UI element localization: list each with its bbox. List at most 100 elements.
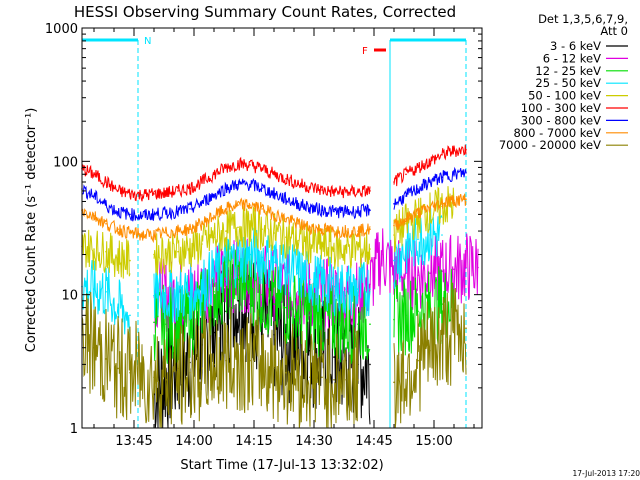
data-point bbox=[153, 253, 155, 256]
data-point bbox=[357, 230, 359, 232]
data-point bbox=[369, 190, 371, 192]
timestamp-footer: 17-Jul-2013 17:20 bbox=[572, 469, 640, 478]
night-bars: NF bbox=[82, 36, 466, 57]
data-point bbox=[201, 243, 203, 245]
data-point bbox=[369, 283, 371, 285]
legend-entry: 7000 - 20000 keV bbox=[499, 138, 601, 152]
data-point bbox=[273, 173, 275, 176]
data-point bbox=[333, 285, 335, 288]
data-point bbox=[477, 266, 479, 269]
data-point bbox=[285, 218, 287, 220]
data-point bbox=[93, 173, 95, 176]
y-axis-label: Corrected Count Rate (s⁻¹ detector⁻¹) bbox=[24, 108, 39, 353]
data-point bbox=[177, 210, 179, 213]
x-tick-label: 14:45 bbox=[355, 434, 392, 449]
series-100-300-kev bbox=[81, 144, 467, 202]
data-point bbox=[213, 274, 215, 277]
night-label: N bbox=[144, 36, 151, 47]
data-point bbox=[429, 272, 431, 275]
data-point bbox=[201, 306, 203, 309]
data-point bbox=[105, 181, 107, 183]
data-point bbox=[105, 358, 107, 360]
data-point bbox=[249, 283, 251, 285]
data-point bbox=[285, 266, 287, 269]
data-point bbox=[105, 204, 107, 206]
data-point bbox=[141, 194, 143, 196]
data-point bbox=[93, 288, 95, 290]
series-line bbox=[153, 206, 371, 276]
data-point bbox=[225, 187, 227, 189]
data-point bbox=[345, 191, 347, 193]
series-line bbox=[81, 177, 371, 222]
data-point bbox=[453, 173, 455, 176]
x-tick-label: 15:00 bbox=[415, 434, 452, 449]
data-point bbox=[261, 363, 263, 366]
data-point bbox=[417, 238, 419, 241]
data-point bbox=[117, 367, 119, 370]
series-layer bbox=[81, 144, 479, 429]
data-point bbox=[321, 228, 323, 230]
legend-header: Att 0 bbox=[600, 24, 628, 38]
data-point bbox=[225, 166, 227, 169]
data-point bbox=[141, 374, 143, 376]
series-line bbox=[81, 291, 359, 429]
data-point bbox=[129, 371, 131, 374]
data-point bbox=[309, 278, 311, 281]
legend-entry: 100 - 300 keV bbox=[521, 101, 601, 115]
data-point bbox=[357, 323, 359, 326]
data-point bbox=[165, 323, 167, 326]
data-point bbox=[369, 363, 371, 366]
data-point bbox=[153, 295, 155, 297]
legend-header: Det 1,3,5,6,7,9, bbox=[538, 12, 628, 26]
data-point bbox=[105, 223, 107, 225]
data-point bbox=[117, 228, 119, 230]
legend-entry: 25 - 50 keV bbox=[535, 76, 601, 90]
data-point bbox=[105, 291, 107, 293]
data-point bbox=[285, 236, 287, 238]
data-point bbox=[417, 166, 419, 169]
data-point bbox=[93, 215, 95, 217]
data-point bbox=[273, 232, 275, 234]
data-point bbox=[273, 261, 275, 264]
data-point bbox=[273, 367, 275, 370]
data-point bbox=[441, 201, 443, 204]
data-point bbox=[141, 234, 143, 236]
data-point bbox=[381, 253, 383, 256]
data-point bbox=[213, 236, 215, 238]
data-point bbox=[249, 204, 251, 206]
data-point bbox=[105, 250, 107, 253]
data-point bbox=[249, 226, 251, 229]
data-point bbox=[165, 192, 167, 194]
data-point bbox=[165, 212, 167, 214]
data-point bbox=[213, 173, 215, 176]
data-point bbox=[153, 193, 155, 195]
data-point bbox=[177, 376, 179, 379]
data-point bbox=[429, 160, 431, 163]
data-point bbox=[405, 371, 407, 374]
data-point bbox=[321, 189, 323, 191]
data-point bbox=[189, 291, 191, 293]
data-point bbox=[345, 379, 347, 381]
data-point bbox=[405, 223, 407, 225]
x-tick-label: 14:30 bbox=[295, 434, 332, 449]
data-point bbox=[309, 226, 311, 229]
y-tick-label: 10 bbox=[61, 289, 78, 304]
data-point bbox=[453, 199, 455, 202]
data-point bbox=[369, 209, 371, 211]
data-point bbox=[441, 340, 443, 342]
data-point bbox=[333, 230, 335, 232]
data-point bbox=[357, 248, 359, 250]
data-point bbox=[177, 323, 179, 326]
data-point bbox=[453, 331, 455, 334]
data-point bbox=[465, 327, 467, 330]
data-point bbox=[441, 303, 443, 305]
data-point bbox=[93, 346, 95, 349]
data-point bbox=[429, 206, 431, 209]
data-point bbox=[297, 346, 299, 349]
data-point bbox=[93, 248, 95, 250]
data-point bbox=[309, 314, 311, 317]
data-point bbox=[429, 234, 431, 236]
series-line bbox=[393, 144, 467, 187]
data-point bbox=[285, 306, 287, 309]
data-point bbox=[345, 210, 347, 213]
